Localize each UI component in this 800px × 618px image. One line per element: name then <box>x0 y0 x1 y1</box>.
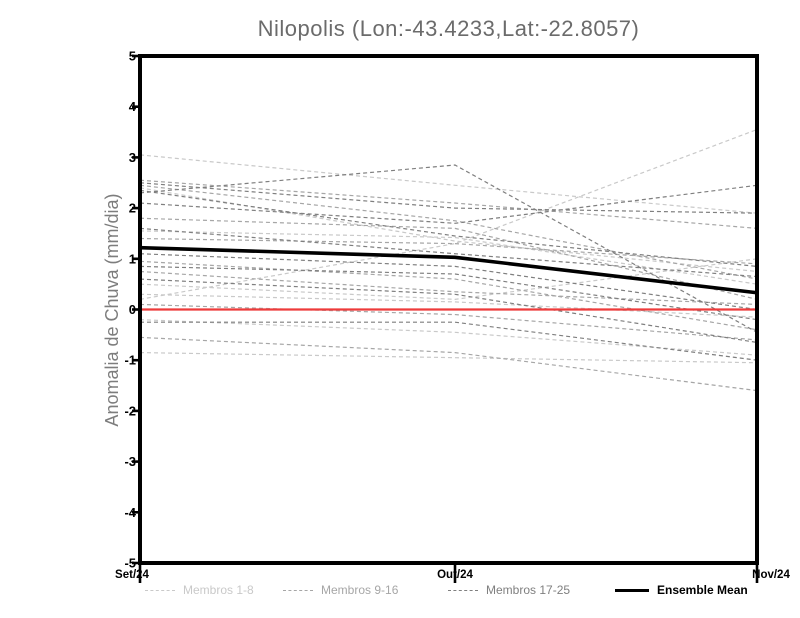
ensemble-member-line <box>139 278 758 344</box>
ensemble-member-line <box>139 293 758 318</box>
y-tick-label: -5 <box>124 556 136 571</box>
ensemble-member-line <box>139 184 758 280</box>
x-tick-label: Set/24 <box>115 569 149 581</box>
ensemble-member-line <box>139 189 758 268</box>
ensemble-member-line <box>139 265 758 321</box>
legend-item: Membros 9-16 <box>283 583 398 597</box>
ensemble-member-line <box>140 321 758 361</box>
ensemble-member-line <box>139 260 758 331</box>
ensemble-member-line <box>139 253 758 311</box>
y-tick-label: 3 <box>129 150 136 165</box>
ensemble-mean-line <box>139 245 758 295</box>
x-tick-label: Nov/24 <box>752 569 790 581</box>
y-tick-label: -1 <box>124 353 136 368</box>
legend-label: Membros 1-8 <box>183 583 254 597</box>
legend-label: Membros 9-16 <box>321 583 399 597</box>
ensemble-member-line <box>139 336 758 392</box>
y-tick-label: -4 <box>124 505 136 520</box>
ensemble-member-line <box>139 319 758 356</box>
ensemble-member-line <box>139 258 758 300</box>
ensemble-member-line <box>139 351 758 364</box>
y-tick-label: 2 <box>129 201 136 216</box>
y-tick-label: -3 <box>124 454 136 469</box>
y-tick-label: 5 <box>129 49 136 64</box>
ensemble-member-line <box>139 217 758 300</box>
chart-title: Nilopolis (Lon:-43.4233,Lat:-22.8057) <box>257 16 640 41</box>
ensemble-member-line <box>139 230 758 285</box>
y-tick-label: 0 <box>129 302 136 317</box>
legend: Membros 1-8 Membros 9-16 Membros 17-25 Ense… <box>140 583 790 601</box>
legend-item: Membros 17-25 <box>448 583 570 597</box>
ensemble-member-line <box>139 303 758 341</box>
ensemble-member-line <box>139 128 758 300</box>
legend-dashed-line-sample <box>283 589 313 591</box>
legend-label: Ensemble Mean <box>657 583 748 597</box>
ensemble-member-line <box>139 184 758 224</box>
legend-solid-line-sample <box>615 588 649 592</box>
ensemble-member-line <box>139 227 758 278</box>
ensemble-member-line <box>139 187 758 273</box>
x-tick-label: Out/24 <box>437 569 473 581</box>
legend-item: Ensemble Mean <box>615 583 748 597</box>
ensemble-member-line <box>139 270 758 306</box>
ensemble-member-line <box>139 237 758 265</box>
ensemble-member-line <box>139 164 758 333</box>
ensemble-member-line <box>139 179 758 229</box>
ensemble-member-line <box>139 182 758 214</box>
legend-dashed-line-sample <box>145 589 175 591</box>
y-tick-label: 1 <box>129 251 136 266</box>
legend-label: Membros 17-25 <box>486 583 571 597</box>
legend-item: Membros 1-8 <box>145 583 254 597</box>
y-tick-label: -2 <box>124 403 136 418</box>
y-tick-label: 4 <box>129 99 137 114</box>
legend-dashed-line-sample <box>448 589 478 591</box>
ensemble-member-line <box>139 154 758 214</box>
